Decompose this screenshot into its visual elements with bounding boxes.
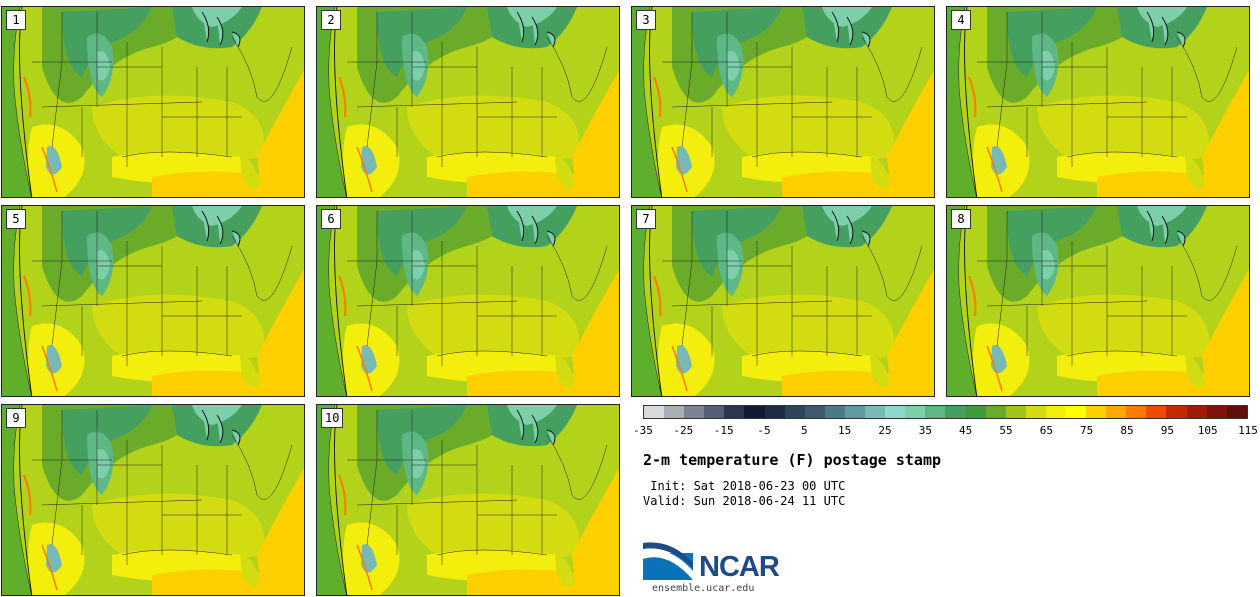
panel-label: 4 xyxy=(951,10,971,30)
colorbar-swatch xyxy=(1025,406,1046,418)
colorbar-swatch xyxy=(1166,406,1187,418)
colorbar-tick-label: -5 xyxy=(757,424,771,437)
colorbar-tick-label: 55 xyxy=(999,424,1013,437)
map-panel: 6 xyxy=(316,205,620,397)
panel-label: 3 xyxy=(636,10,656,30)
colorbar-swatch xyxy=(704,406,725,418)
map-panel: 2 xyxy=(316,6,620,198)
site-url: ensemble.ucar.edu xyxy=(652,583,755,594)
map-panel: 5 xyxy=(1,205,305,397)
colorbar-tick-label: 115 xyxy=(1238,424,1258,437)
colorbar-swatch xyxy=(925,406,946,418)
colorbar-swatch xyxy=(865,406,886,418)
colorbar-tick-label: 65 xyxy=(1039,424,1053,437)
valid-time: Valid: Sun 2018-06-24 11 UTC xyxy=(643,494,846,508)
colorbar-swatch xyxy=(684,406,705,418)
colorbar-tick-label: 105 xyxy=(1197,424,1218,437)
colorbar-ticks: -35 -25 -15 -5 5 15 25 35 45 55 65 75 85 95 105 115 xyxy=(633,424,1258,438)
colorbar-swatch xyxy=(724,406,745,418)
map-panel: 8 xyxy=(946,205,1250,397)
panel-label: 10 xyxy=(321,408,344,428)
colorbar-swatch xyxy=(885,406,906,418)
panel-label: 8 xyxy=(951,209,971,229)
colorbar-swatch xyxy=(664,406,685,418)
colorbar-swatch xyxy=(1106,406,1127,418)
colorbar-tick-label: -35 xyxy=(633,424,653,437)
colorbar-swatch xyxy=(985,406,1006,418)
panel-label: 6 xyxy=(321,209,341,229)
colorbar-tick-label: 35 xyxy=(918,424,932,437)
temperature-colorbar xyxy=(643,405,1248,419)
panel-label: 2 xyxy=(321,10,341,30)
colorbar-swatch xyxy=(1126,406,1147,418)
colorbar-tick-label: -15 xyxy=(713,424,734,437)
colorbar-tick-label: 75 xyxy=(1080,424,1094,437)
colorbar-swatch xyxy=(1045,406,1066,418)
colorbar-swatch xyxy=(1226,406,1247,418)
colorbar-swatch xyxy=(905,406,926,418)
colorbar-swatch xyxy=(784,406,805,418)
panel-label: 5 xyxy=(6,209,26,229)
colorbar-swatch xyxy=(804,406,825,418)
colorbar-swatch xyxy=(824,406,845,418)
colorbar-tick-label: 25 xyxy=(878,424,892,437)
panel-label: 7 xyxy=(636,209,656,229)
colorbar-swatch xyxy=(965,406,986,418)
colorbar-swatch xyxy=(1005,406,1026,418)
colorbar-swatch xyxy=(744,406,765,418)
colorbar-tick-label: 95 xyxy=(1160,424,1174,437)
figure-title: 2-m temperature (F) postage stamp xyxy=(643,451,942,469)
colorbar-swatch xyxy=(1146,406,1167,418)
colorbar-tick-label: -25 xyxy=(673,424,694,437)
colorbar-swatch xyxy=(844,406,866,418)
colorbar-tick-label: 85 xyxy=(1120,424,1134,437)
colorbar-swatch xyxy=(764,406,785,418)
map-panel: 1 xyxy=(1,6,305,198)
colorbar-swatch xyxy=(1086,406,1107,418)
colorbar-swatch xyxy=(945,406,966,418)
colorbar-swatch xyxy=(1206,406,1227,418)
map-panel: 3 xyxy=(631,6,935,198)
map-panel: 4 xyxy=(946,6,1250,198)
colorbar-tick-label: 15 xyxy=(838,424,852,437)
map-panel: 7 xyxy=(631,205,935,397)
panel-label: 9 xyxy=(6,408,26,428)
map-panel: 9 xyxy=(1,404,305,596)
map-panel: 10 xyxy=(316,404,620,596)
colorbar-tick-label: 45 xyxy=(959,424,973,437)
colorbar-swatch xyxy=(1186,406,1207,418)
colorbar-swatch xyxy=(1065,406,1087,418)
init-time: Init: Sat 2018-06-23 00 UTC xyxy=(643,479,846,493)
ncar-logo-text: NCAR xyxy=(699,551,780,583)
colorbar-swatch xyxy=(644,406,665,418)
ncar-logo-icon xyxy=(643,542,693,580)
colorbar-tick-label: 5 xyxy=(801,424,808,437)
panel-label: 1 xyxy=(6,10,26,30)
